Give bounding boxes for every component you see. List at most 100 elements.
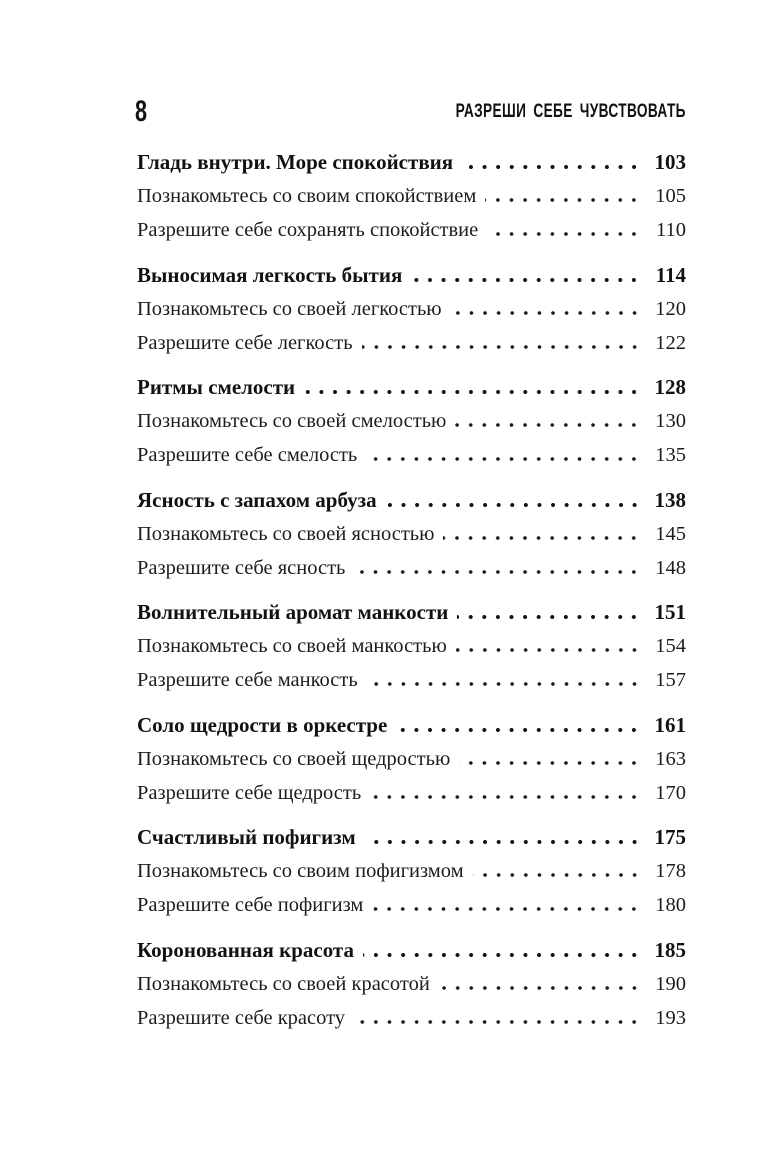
toc-sub-page: 178	[655, 860, 686, 882]
toc-sub-label: Познакомьтесь со своей легкостью	[137, 297, 442, 320]
toc-sub-entry[interactable]: Разрешите себе манкость 157	[137, 663, 686, 697]
dot-leader	[354, 569, 641, 574]
toc-sub-page: 120	[655, 297, 686, 320]
toc-sub-page: 105	[655, 185, 686, 207]
toc-chapter-page: 161	[654, 712, 687, 737]
dot-leader	[364, 840, 641, 844]
dot-leader	[487, 232, 641, 236]
toc-chapter-page: 103	[654, 150, 687, 174]
toc-section: Ясность с запахом арбуза 138 Познакомьте…	[137, 483, 686, 585]
toc-sub-entry[interactable]: Познакомьтесь со своей щедростью 163	[137, 742, 686, 776]
toc-sub-entry[interactable]: Познакомьтесь со своей смелостью 130	[137, 404, 686, 438]
dot-leader	[385, 502, 641, 507]
page-number: 8	[135, 95, 148, 128]
toc-sub-entry[interactable]: Разрешите себе смелость 135	[137, 438, 686, 472]
toc-sub-label: Познакомьтесь со своей красотой	[137, 972, 430, 995]
toc-section: Волнительный аромат манкости 151 Познако…	[137, 595, 686, 697]
dot-leader	[443, 535, 641, 540]
dot-leader	[396, 727, 641, 732]
toc-chapter-title: Счастливый пофигизм	[137, 825, 356, 849]
toc-chapter-title: Соло щедрости в оркестре	[137, 712, 388, 737]
toc-sub-label: Познакомьтесь со своей ясностью	[137, 522, 435, 545]
toc-sub-page: 110	[656, 219, 686, 241]
toc-chapter-title: Выносимая легкость бытия	[137, 262, 403, 287]
toc-chapter-title: Волнительный аромат манкости	[137, 600, 449, 624]
toc-chapter-title: Коронованная красота	[137, 937, 354, 962]
toc-sub-label: Познакомьтесь со своим спокойствием	[137, 185, 477, 207]
dot-leader	[450, 310, 641, 315]
toc-sub-entry[interactable]: Разрешите себе щедрость 170	[137, 776, 686, 810]
toc-sub-entry[interactable]: Познакомьтесь со своей ясностью 145	[137, 517, 686, 551]
toc-sub-entry[interactable]: Познакомьтесь со своей манкостью 154	[137, 629, 686, 663]
toc-chapter-page: 128	[654, 375, 687, 399]
toc-sub-page: 157	[655, 669, 686, 691]
toc-chapter-entry[interactable]: Соло щедрости в оркестре 161	[137, 708, 686, 742]
toc-section: Коронованная красота 185 Познакомьтесь с…	[137, 933, 686, 1035]
toc-chapter-page: 114	[655, 262, 686, 287]
toc-sub-label: Разрешите себе манкость	[137, 669, 358, 691]
toc-chapter-entry[interactable]: Коронованная красота 185	[137, 933, 686, 967]
toc-sub-entry[interactable]: Познакомьтесь со своим спокойствием 105	[137, 179, 686, 213]
dot-leader	[485, 198, 641, 202]
toc-chapter-page: 151	[654, 600, 687, 624]
toc-chapter-entry[interactable]: Ритмы смелости 128	[137, 370, 686, 404]
toc-sub-label: Познакомьтесь со своей манкостью	[137, 635, 447, 657]
toc-sub-page: 193	[655, 1006, 686, 1029]
dot-leader	[459, 760, 641, 765]
toc-sub-label: Разрешите себе красоту	[137, 1006, 346, 1029]
toc-chapter-page: 138	[654, 487, 687, 512]
toc-sub-page: 180	[655, 894, 686, 916]
toc-section: Счастливый пофигизм 175 Познакомьтесь со…	[137, 820, 686, 922]
toc-sub-page: 122	[655, 331, 686, 354]
toc-sub-entry[interactable]: Разрешите себе сохранять спокойствие 110	[137, 213, 686, 247]
toc-sub-entry[interactable]: Разрешите себе легкость 122	[137, 326, 686, 360]
toc-sub-entry[interactable]: Познакомьтесь со своим пофигизмом 178	[137, 854, 686, 888]
toc-sub-page: 170	[655, 781, 686, 804]
toc-sub-label: Разрешите себе сохранять спокойствие	[137, 219, 479, 241]
toc-sub-entry[interactable]: Разрешите себе пофигизм 180	[137, 888, 686, 922]
dot-leader	[411, 277, 641, 282]
dot-leader	[462, 165, 641, 169]
toc-sub-label: Разрешите себе ясность	[137, 556, 346, 579]
dot-leader	[354, 1019, 641, 1024]
toc-sub-page: 190	[655, 972, 686, 995]
toc-section: Ритмы смелости 128 Познакомьтесь со свое…	[137, 370, 686, 472]
dot-leader	[361, 344, 641, 349]
toc-chapter-title: Ритмы смелости	[137, 375, 296, 399]
toc-sub-label: Разрешите себе смелость	[137, 444, 358, 466]
toc-chapter-entry[interactable]: Ясность с запахом арбуза 138	[137, 483, 686, 517]
toc-sub-entry[interactable]: Разрешите себе ясность 148	[137, 551, 686, 585]
toc-sub-entry[interactable]: Познакомьтесь со своей красотой 190	[137, 967, 686, 1001]
dot-leader	[438, 985, 641, 990]
toc-chapter-page: 185	[654, 937, 687, 962]
dot-leader	[455, 648, 641, 652]
toc-chapter-entry[interactable]: Волнительный аромат манкости 151	[137, 595, 686, 629]
dot-leader	[366, 457, 641, 461]
toc-sub-page: 145	[655, 522, 686, 545]
toc-sub-label: Разрешите себе легкость	[137, 331, 353, 354]
toc-chapter-entry[interactable]: Гладь внутри. Море спокойствия 103	[137, 145, 686, 179]
toc-sub-page: 163	[655, 747, 686, 770]
toc-sub-entry[interactable]: Разрешите себе красоту 193	[137, 1001, 686, 1035]
dot-leader	[304, 390, 641, 394]
toc-sub-label: Познакомьтесь со своим пофигизмом	[137, 860, 464, 882]
running-header-title: РАЗРЕШИ СЕБЕ ЧУВСТВОВАТЬ	[455, 101, 686, 122]
dot-leader	[457, 615, 641, 619]
toc-chapter-entry[interactable]: Счастливый пофигизм 175	[137, 820, 686, 854]
dot-leader	[455, 423, 641, 427]
toc-section: Выносимая легкость бытия 114 Познакомьте…	[137, 258, 686, 360]
toc-chapter-page: 175	[654, 825, 687, 849]
toc-sub-page: 130	[655, 410, 686, 432]
toc-sub-page: 154	[655, 635, 686, 657]
toc-sub-page: 135	[655, 444, 686, 466]
dot-leader	[366, 682, 641, 686]
toc-sub-entry[interactable]: Познакомьтесь со своей легкостью 120	[137, 292, 686, 326]
toc-sub-label: Разрешите себе пофигизм	[137, 894, 364, 916]
toc-chapter-entry[interactable]: Выносимая легкость бытия 114	[137, 258, 686, 292]
table-of-contents: Гладь внутри. Море спокойствия 103 Позна…	[137, 145, 686, 1035]
dot-leader	[362, 952, 641, 957]
toc-section: Гладь внутри. Море спокойствия 103 Позна…	[137, 145, 686, 247]
toc-sub-page: 148	[655, 556, 686, 579]
dot-leader	[370, 794, 641, 799]
